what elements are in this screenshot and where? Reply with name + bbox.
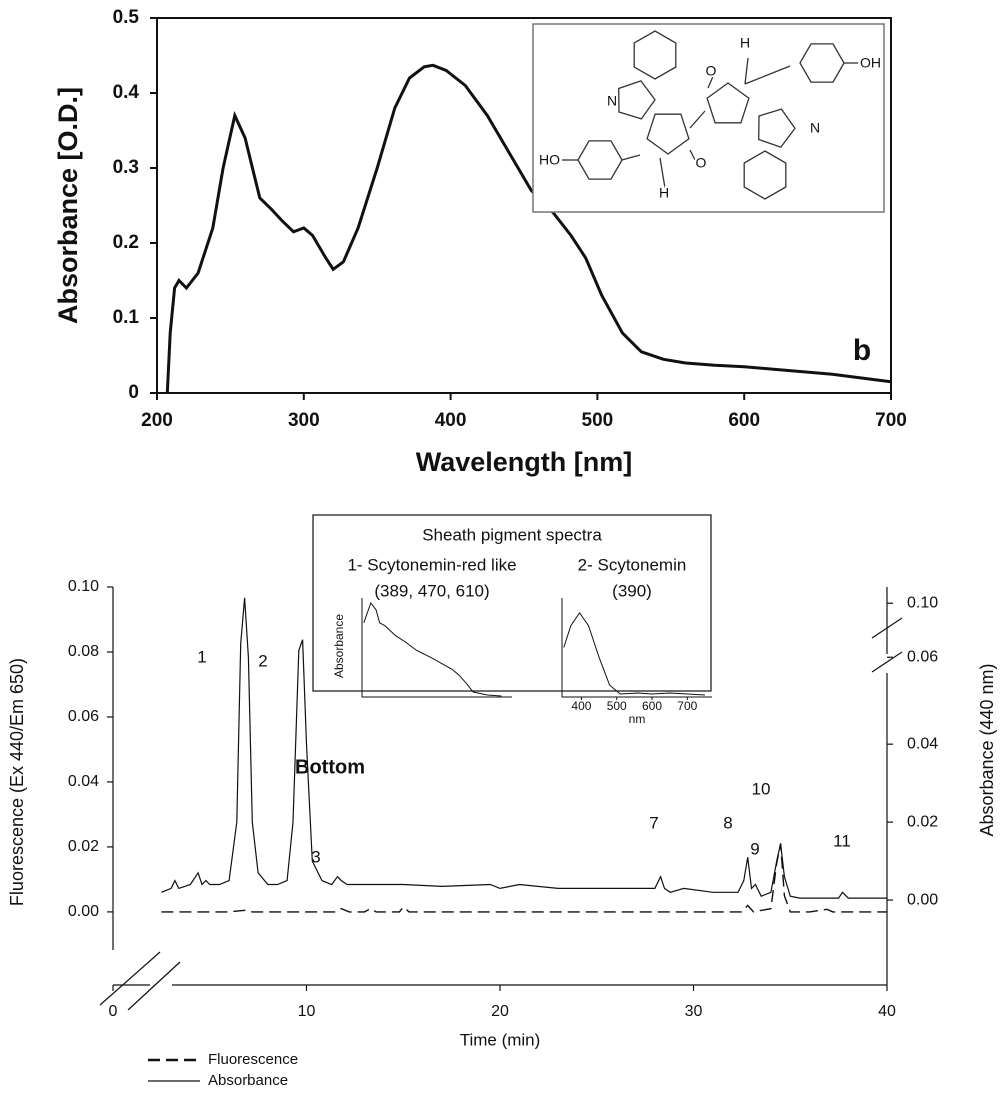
inset-title: Sheath pigment spectra: [422, 525, 602, 544]
structure-bond: [659, 157, 666, 189]
inset-panel-label: 2- Scytonemin: [578, 555, 687, 574]
inset-x-label: nm: [629, 712, 646, 726]
axis-break: [871, 651, 903, 673]
y2-tick-label: 0.06: [907, 648, 938, 665]
y2-axis-label: Absorbance (440 nm): [977, 663, 997, 836]
structure-label: OH: [860, 55, 881, 71]
y-axis-label: Absorbance [O.D.]: [53, 87, 83, 324]
structure-bond: [689, 110, 706, 129]
x-axis-label: Wavelength [nm]: [416, 447, 633, 477]
x-tick-label: 0: [109, 1003, 118, 1020]
inset-frame: [532, 23, 885, 213]
inset-spectrum: [563, 612, 705, 696]
axis-break: [99, 951, 161, 1006]
absorbance-line: [165, 63, 892, 394]
panel-label: b: [853, 334, 871, 367]
inset-frame: [312, 514, 712, 692]
x-tick-label: 400: [435, 410, 467, 431]
peak-label: 11: [833, 831, 851, 850]
y-tick-label: 0.00: [68, 903, 99, 920]
x-tick-label: 500: [582, 410, 614, 431]
structure-bond: [744, 65, 791, 85]
y-tick-label: 0.2: [113, 232, 139, 253]
peak-label: 3: [311, 847, 320, 866]
structure-bond: [621, 154, 641, 161]
y-axis-label: Fluorescence (Ex 440/Em 650): [7, 658, 27, 906]
peak-label: 2: [258, 651, 267, 670]
legend-label: Fluorescence: [208, 1051, 298, 1068]
inset-spectrum: [363, 601, 502, 697]
x-axis-label: Time (min): [460, 1030, 541, 1049]
structure-ring: [758, 108, 796, 148]
chart-top: 0 0.1 0.2 0.3 0.4 0.5 200 300 400 500 600 700 Wavele…: [53, 7, 907, 477]
x-tick-label: 700: [875, 410, 907, 431]
x-tick-label: 300: [288, 410, 320, 431]
y-tick-label: 0.04: [68, 773, 99, 790]
structure-label: N: [607, 93, 617, 109]
y-tick-label: 0.5: [113, 7, 140, 28]
x-tick-label: 40: [878, 1003, 896, 1020]
structure-label: H: [659, 185, 669, 201]
inset-panel-peaks: (390): [612, 581, 652, 600]
structure-bond: [707, 73, 715, 89]
series-line: [161, 843, 887, 913]
peak-label: 10: [752, 779, 771, 798]
inset-x-tick-label: 600: [642, 699, 662, 713]
peak-label: 9: [750, 839, 759, 858]
structure-ring: [633, 30, 677, 80]
x-tick-label: 10: [298, 1003, 316, 1020]
y2-tick-label: 0.02: [907, 813, 938, 830]
y-tick-label: 0.1: [113, 307, 140, 328]
peak-label: 8: [723, 813, 732, 832]
structure-bond: [689, 149, 697, 163]
y2-tick-label: 0.00: [907, 891, 938, 908]
structure-label: HO: [539, 152, 560, 168]
structure-ring: [618, 80, 656, 120]
y2-tick-label: 0.04: [907, 735, 938, 752]
peak-label: 1: [197, 647, 206, 666]
axis-break: [871, 617, 903, 639]
y-tick-label: 0.3: [113, 157, 139, 178]
axis-break: [127, 961, 181, 1011]
y-tick-label: 0: [128, 382, 139, 403]
inset-x-tick-label: 700: [677, 699, 697, 713]
y-tick-label: 0.10: [68, 578, 99, 595]
structure-ring: [646, 113, 690, 155]
inset-axes: [361, 598, 512, 698]
y-tick-label: 0.06: [68, 708, 99, 725]
y-tick-label: 0.08: [68, 643, 99, 660]
legend-label: Absorbance: [208, 1072, 288, 1089]
structure-ring: [706, 82, 750, 124]
inset-x-tick-label: 500: [607, 699, 627, 713]
structure-ring: [743, 150, 787, 200]
structure-label: H: [740, 35, 750, 51]
plot-frame: [156, 17, 892, 394]
y-tick-label: 0.4: [113, 82, 140, 103]
annotation: Bottom: [295, 756, 365, 778]
structure-bond: [744, 57, 749, 85]
inset-y-label: Absorbance: [332, 614, 346, 678]
peak-label: 7: [649, 813, 658, 832]
x-tick-label: 600: [728, 410, 760, 431]
x-tick-label: 30: [685, 1003, 703, 1020]
chart-bottom: 0.00 0.02 0.04 0.06 0.08 0.10 0.00 0.02 0.04 0.06…: [7, 514, 997, 1089]
x-tick-label: 200: [141, 410, 173, 431]
inset-panel-peaks: (389, 470, 610): [374, 581, 489, 600]
series-line: [161, 597, 887, 899]
structure-ring: [799, 43, 845, 83]
inset-panel-label: 1- Scytonemin-red like: [347, 555, 516, 574]
structure-label: O: [706, 63, 717, 79]
inset-axes: [561, 598, 712, 698]
structure-label: N: [810, 120, 820, 136]
inset-x-tick-label: 400: [571, 699, 591, 713]
y2-tick-label: 0.10: [907, 594, 938, 611]
structure-label: O: [696, 155, 707, 171]
y-tick-label: 0.02: [68, 838, 99, 855]
x-tick-label: 20: [491, 1003, 509, 1020]
